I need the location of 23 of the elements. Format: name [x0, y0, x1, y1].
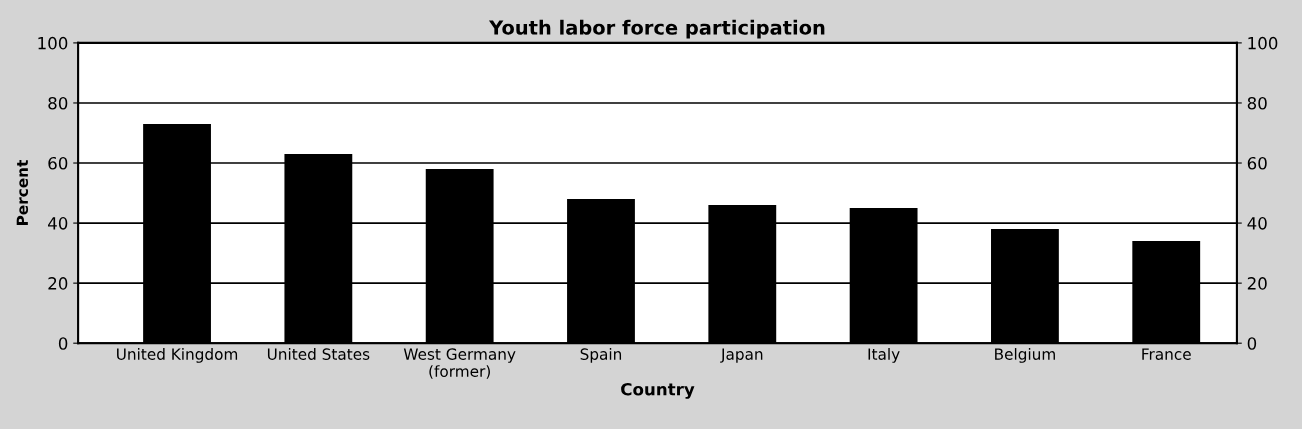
- x-tick-label: United Kingdom: [117, 348, 238, 363]
- x-tick-label: Italy: [868, 348, 900, 363]
- x-tick-label: United States: [267, 348, 370, 360]
- y2-tick-label: 40: [1247, 217, 1267, 230]
- x-tick-label: West Germany (former): [403, 348, 516, 379]
- chart-title: Youth labor force participation: [488, 19, 825, 39]
- y-tick-label: 20: [48, 277, 68, 290]
- y-tick-label: 80: [48, 96, 68, 110]
- y2-tick-label: 80: [1247, 96, 1267, 110]
- y-tick-label: 60: [48, 156, 68, 170]
- y-axis-title: Percent: [16, 160, 29, 225]
- x-tick-label: Japan: [720, 348, 763, 363]
- y2-tick-label: 60: [1247, 156, 1267, 170]
- y2-tick-label: 0: [1247, 337, 1257, 350]
- y-tick-label: 100: [38, 36, 68, 50]
- x-tick-label: France: [1142, 348, 1191, 360]
- y-tick-label: 40: [48, 217, 68, 230]
- x-axis-title: Country: [621, 382, 695, 399]
- y-tick-label: 0: [58, 337, 68, 350]
- x-tick-label: Spain: [580, 348, 622, 363]
- y2-tick-label: 20: [1247, 277, 1267, 290]
- x-tick-label: Belgium: [995, 348, 1055, 363]
- y2-tick-label: 100: [1248, 36, 1278, 50]
